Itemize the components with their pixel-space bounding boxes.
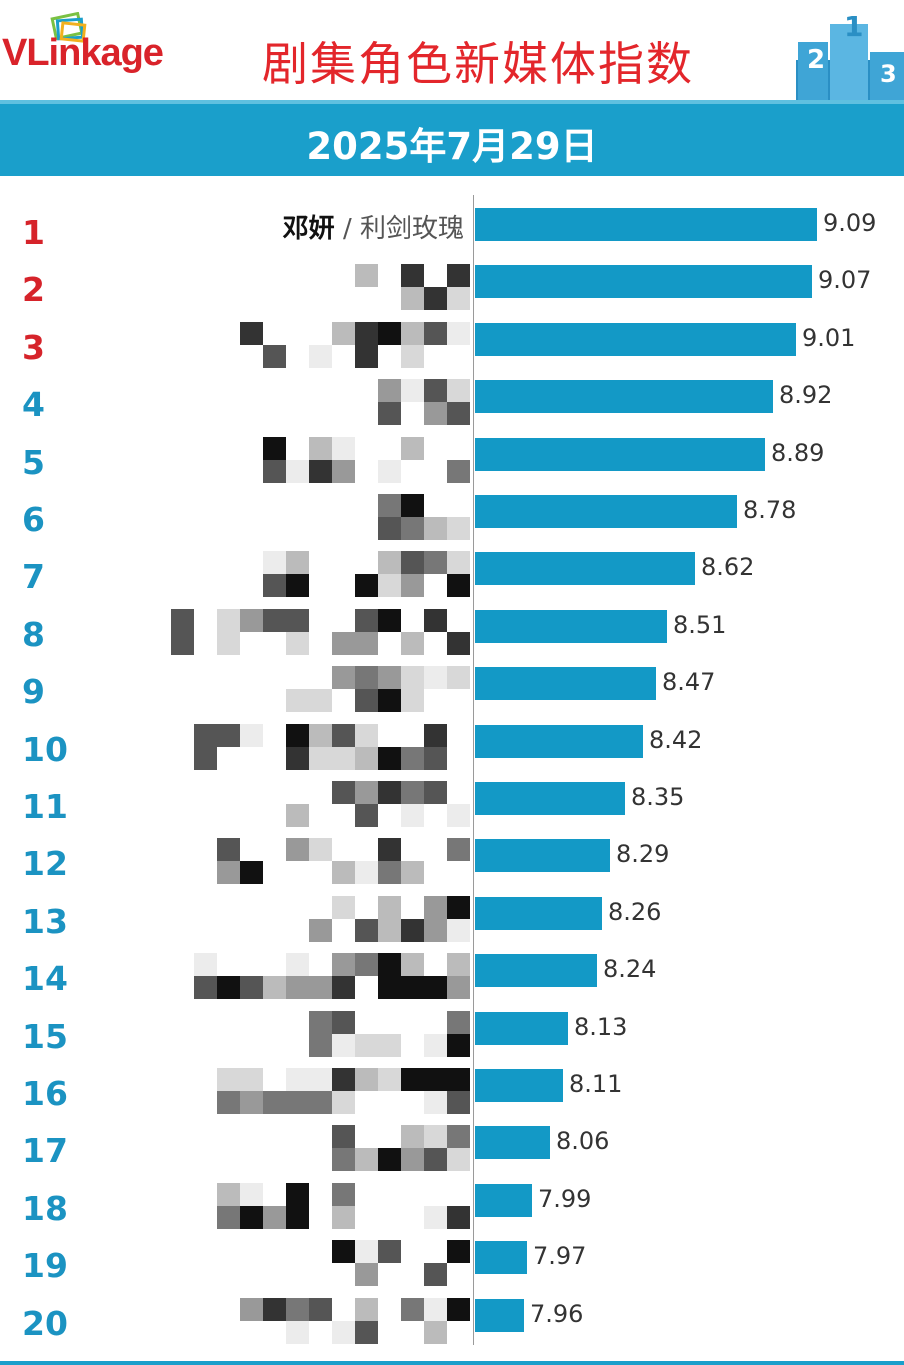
value-label-3: 9.01 (802, 324, 856, 352)
value-label-2: 9.07 (818, 266, 872, 294)
band-top-highlight (0, 100, 904, 104)
rank-label-1: 1 (22, 213, 45, 252)
rank-label-12: 12 (22, 844, 68, 883)
obscured-label-mosaic-14 (194, 953, 470, 999)
obscured-label-mosaic-4 (378, 379, 470, 425)
bar-2 (475, 265, 812, 298)
bar-7 (475, 552, 695, 585)
date-band: 2025年7月29日 (0, 100, 904, 176)
obscured-label-mosaic-12 (194, 838, 470, 884)
obscured-label-mosaic-13 (309, 896, 470, 942)
bar-10 (475, 725, 643, 758)
entry-label-1: 邓妍 / 利剑玫瑰 (283, 208, 464, 245)
rank-label-6: 6 (22, 500, 45, 539)
obscured-label-mosaic-19 (332, 1240, 470, 1286)
rank-label-18: 18 (22, 1189, 68, 1228)
bar-13 (475, 897, 602, 930)
bar-11 (475, 782, 625, 815)
bar-19 (475, 1241, 527, 1274)
rank-label-7: 7 (22, 557, 45, 596)
obscured-label-mosaic-8 (171, 609, 470, 655)
bar-1 (475, 208, 817, 241)
rank-label-3: 3 (22, 328, 45, 367)
value-label-19: 7.97 (533, 1242, 587, 1270)
bar-6 (475, 495, 737, 528)
bar-3 (475, 323, 796, 356)
bar-15 (475, 1012, 568, 1045)
bar-20 (475, 1299, 524, 1332)
value-label-5: 8.89 (771, 439, 825, 467)
obscured-label-mosaic-6 (378, 494, 470, 540)
value-label-9: 8.47 (662, 668, 716, 696)
obscured-label-mosaic-2 (355, 264, 470, 310)
obscured-label-mosaic-17 (332, 1125, 470, 1171)
label-separator: / (334, 214, 360, 244)
obscured-label-mosaic-9 (286, 666, 470, 712)
character-name: 邓妍 (282, 214, 335, 244)
date-label: 2025年7月29日 (306, 125, 598, 168)
logo-mark-icon (50, 12, 87, 43)
value-label-4: 8.92 (779, 381, 833, 409)
value-label-18: 7.99 (538, 1185, 592, 1213)
rank-label-11: 11 (22, 787, 68, 826)
chart-axis-line (473, 195, 474, 1345)
bar-14 (475, 954, 597, 987)
rank-label-2: 2 (22, 270, 45, 309)
bar-12 (475, 839, 610, 872)
rank-label-13: 13 (22, 902, 68, 941)
bar-9 (475, 667, 656, 700)
rank-label-8: 8 (22, 615, 45, 654)
vlinkage-logo: VLinkage (2, 32, 164, 74)
value-label-11: 8.35 (631, 783, 685, 811)
rank-label-14: 14 (22, 959, 68, 998)
rank-label-20: 20 (22, 1304, 68, 1343)
footer-line (0, 1361, 904, 1365)
bar-5 (475, 438, 765, 471)
rank-label-4: 4 (22, 385, 45, 424)
header: VLinkage 剧集角色新媒体指数 2 1 3 (0, 0, 904, 100)
value-label-6: 8.78 (743, 496, 797, 524)
bar-8 (475, 610, 667, 643)
bar-4 (475, 380, 773, 413)
rank-label-5: 5 (22, 443, 45, 482)
value-label-15: 8.13 (574, 1013, 628, 1041)
bar-18 (475, 1184, 532, 1217)
value-label-1: 9.09 (823, 209, 877, 237)
podium-icon: 2 1 3 (796, 10, 904, 100)
rank-label-19: 19 (22, 1246, 68, 1285)
svg-text:3: 3 (880, 60, 897, 88)
rank-label-10: 10 (22, 730, 68, 769)
value-label-20: 7.96 (530, 1300, 584, 1328)
value-label-8: 8.51 (673, 611, 727, 639)
value-label-17: 8.06 (556, 1127, 610, 1155)
value-label-16: 8.11 (569, 1070, 623, 1098)
rank-label-17: 17 (22, 1131, 68, 1170)
value-label-10: 8.42 (649, 726, 703, 754)
rank-label-15: 15 (22, 1017, 68, 1056)
obscured-label-mosaic-20 (240, 1298, 470, 1344)
drama-name: 利剑玫瑰 (359, 214, 464, 244)
value-label-7: 8.62 (701, 553, 755, 581)
bar-16 (475, 1069, 563, 1102)
page-title: 剧集角色新媒体指数 (262, 37, 694, 91)
svg-text:1: 1 (844, 10, 863, 43)
value-label-13: 8.26 (608, 898, 662, 926)
obscured-label-mosaic-15 (309, 1011, 470, 1057)
svg-text:2: 2 (807, 45, 825, 75)
obscured-label-mosaic-16 (217, 1068, 470, 1114)
obscured-label-mosaic-3 (240, 322, 470, 368)
obscured-label-mosaic-10 (171, 724, 470, 770)
obscured-label-mosaic-7 (263, 551, 470, 597)
obscured-label-mosaic-5 (263, 437, 470, 483)
value-label-12: 8.29 (616, 840, 670, 868)
value-label-14: 8.24 (603, 955, 657, 983)
obscured-label-mosaic-11 (286, 781, 470, 827)
bar-17 (475, 1126, 550, 1159)
rank-label-9: 9 (22, 672, 45, 711)
rank-label-16: 16 (22, 1074, 68, 1113)
obscured-label-mosaic-18 (217, 1183, 470, 1229)
